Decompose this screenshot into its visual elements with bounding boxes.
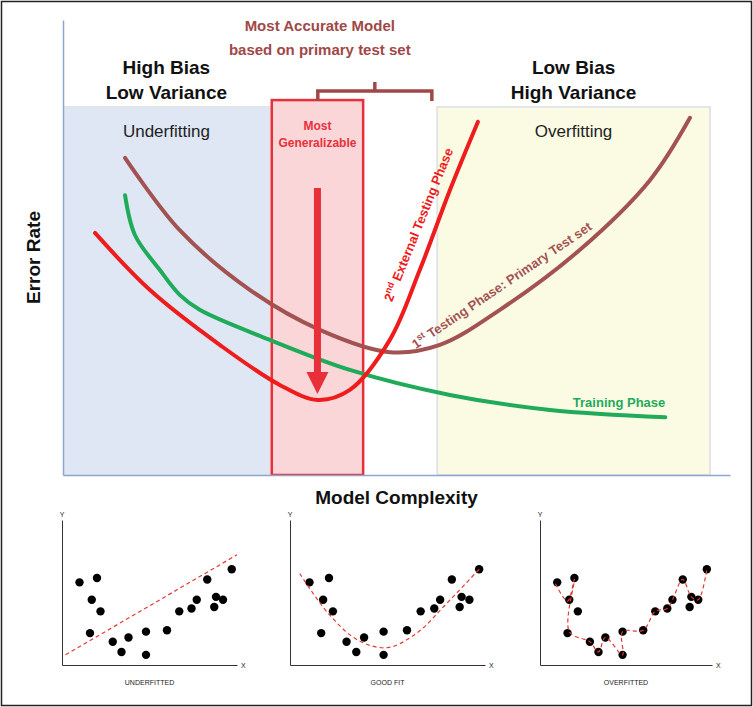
- series-line: [125, 118, 690, 353]
- plot-marks: [300, 565, 484, 659]
- fit-line: [300, 569, 479, 647]
- arrow-head: [306, 372, 328, 394]
- series-label: 2nd External Testing Phase: [380, 145, 456, 303]
- data-point: [553, 578, 561, 586]
- x-axis-line: [541, 665, 713, 666]
- accuracy-bracket: [318, 82, 432, 101]
- y-axis-line: [290, 521, 291, 666]
- data-point: [88, 596, 96, 604]
- plot-marks: [63, 100, 710, 475]
- data-point: [325, 574, 333, 582]
- data-point: [475, 565, 483, 573]
- data-point: [457, 593, 465, 601]
- x-axis-title: X: [489, 662, 494, 669]
- y-axis-line: [63, 21, 65, 476]
- x-axis-line: [291, 665, 486, 666]
- data-point: [317, 629, 325, 637]
- series-label: Training Phase: [573, 395, 665, 410]
- y-axis: [290, 521, 291, 666]
- fit-line: [66, 555, 238, 655]
- data-point: [379, 627, 387, 635]
- region-box: [437, 107, 710, 475]
- fit-line: [555, 569, 706, 655]
- region-box: [63, 107, 270, 475]
- data-point: [193, 596, 201, 604]
- y-axis-line: [540, 521, 541, 666]
- outer-frame: [2, 2, 752, 706]
- data-point: [93, 574, 101, 582]
- region-heading: Low Bias: [532, 57, 615, 78]
- x-axis: [64, 475, 731, 476]
- y-axis-title: Error Rate: [23, 211, 44, 304]
- data-point: [187, 604, 195, 612]
- data-point: [448, 575, 456, 583]
- x-axis: [541, 665, 713, 666]
- x-axis-line: [64, 475, 731, 477]
- data-point: [96, 607, 104, 615]
- region-label: Underfitting: [123, 122, 210, 141]
- bracket-label: based on primary test set: [229, 41, 411, 58]
- data-point: [436, 596, 444, 604]
- data-point: [574, 607, 582, 615]
- data-point: [75, 578, 83, 586]
- data-point: [109, 638, 117, 646]
- data-point: [210, 603, 218, 611]
- series-line: [125, 195, 665, 417]
- data-point: [219, 596, 227, 604]
- y-axis: [63, 21, 64, 476]
- panel-title: GOOD FIT: [371, 679, 406, 686]
- data-point: [352, 648, 360, 656]
- data-point: [379, 651, 387, 659]
- data-point: [403, 626, 411, 634]
- generalizable-box: [272, 100, 363, 475]
- data-point: [342, 638, 350, 646]
- y-axis-line: [62, 521, 63, 666]
- bracket-label: Most Accurate Model: [245, 17, 395, 34]
- panel-title: OVERFITTED: [604, 679, 648, 686]
- x-axis-title: Model Complexity: [315, 487, 478, 508]
- series-line: [95, 122, 478, 400]
- arrow-shaft: [314, 188, 321, 374]
- y-axis-title: Y: [60, 511, 65, 518]
- data-point: [228, 565, 236, 573]
- data-point: [455, 603, 463, 611]
- data-point: [685, 603, 693, 611]
- generalizable-label: Most: [303, 119, 331, 133]
- generalizable-label: Generalizable: [278, 136, 356, 150]
- data-point: [329, 607, 337, 615]
- x-axis: [291, 665, 486, 666]
- data-point: [142, 627, 150, 635]
- panel-title: UNDERFITTED: [125, 679, 174, 686]
- generalizable-arrow: [306, 188, 328, 394]
- data-point: [163, 626, 171, 634]
- data-point: [86, 629, 94, 637]
- data-point: [117, 648, 125, 656]
- y-axis-title: Y: [288, 511, 293, 518]
- data-point: [203, 575, 211, 583]
- data-point: [416, 607, 424, 615]
- x-axis: [63, 665, 238, 666]
- x-axis-title: X: [716, 662, 721, 669]
- data-point: [305, 578, 313, 586]
- series-label: 1st Testing Phase: Primary Test set: [408, 218, 595, 352]
- data-point: [142, 651, 150, 659]
- plot-marks: [66, 555, 238, 659]
- region-heading: Low Variance: [106, 82, 227, 103]
- y-axis: [540, 521, 541, 666]
- data-point: [668, 596, 676, 604]
- region-heading: High Variance: [511, 82, 637, 103]
- x-axis-title: X: [241, 662, 246, 669]
- y-axis: [62, 521, 63, 666]
- x-axis-line: [63, 665, 238, 666]
- y-axis-title: Y: [538, 511, 543, 518]
- data-point: [430, 604, 438, 612]
- region-heading: High Bias: [123, 57, 211, 78]
- data-point: [175, 607, 183, 615]
- chart-svg: Model Complexity Error Rate Underfitting Hi…: [0, 0, 753, 707]
- region-label: Overfitting: [535, 122, 612, 141]
- plot-marks: [553, 565, 711, 659]
- data-point: [124, 633, 132, 641]
- data-point: [360, 633, 368, 641]
- data-point: [465, 596, 473, 604]
